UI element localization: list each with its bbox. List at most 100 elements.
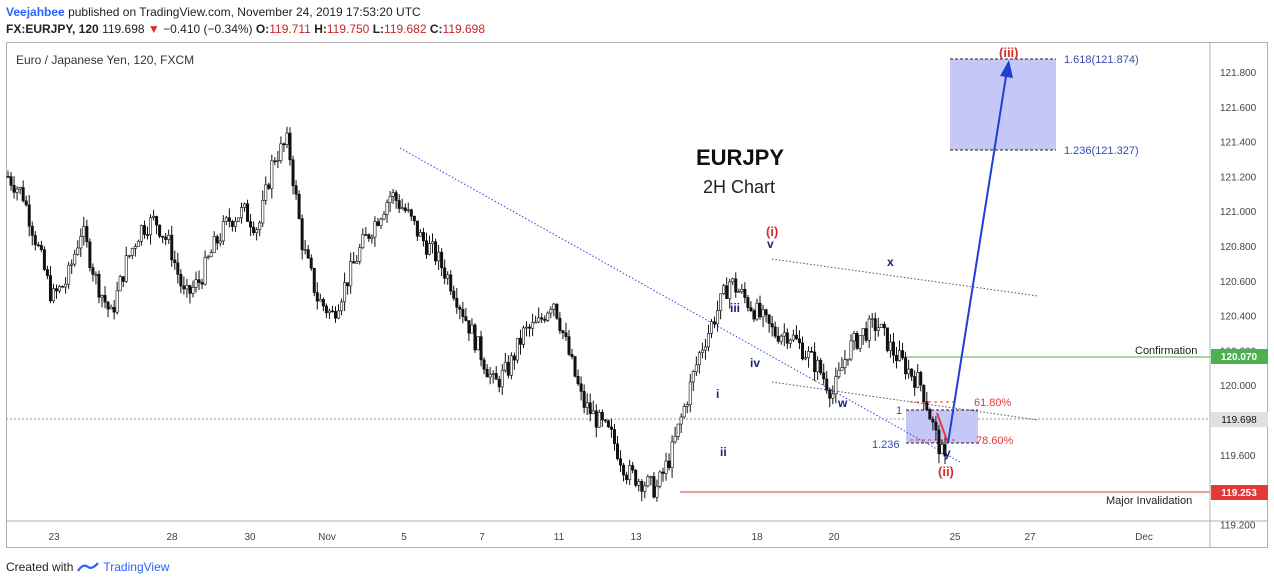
candle-body — [352, 261, 356, 264]
tradingview-brand[interactable]: TradingView — [103, 560, 170, 574]
candle-body — [176, 262, 180, 275]
candle-body — [124, 255, 128, 282]
candle-body — [919, 372, 923, 386]
candle-body — [97, 273, 101, 298]
candle-body — [412, 215, 416, 222]
candle-body — [594, 410, 598, 428]
major-invalidation-label: Major Invalidation — [1106, 495, 1192, 507]
candle-body — [694, 364, 698, 372]
candle-body — [333, 311, 337, 319]
candle-body — [91, 267, 95, 275]
wave-iii-label: iii — [730, 301, 740, 315]
candle-body — [24, 200, 28, 206]
candle-body — [843, 359, 847, 368]
time-tick-label: 20 — [828, 532, 840, 543]
candle-body — [816, 359, 820, 373]
candle-body — [731, 278, 735, 283]
candle-body — [288, 132, 292, 161]
invalidation-badge-text: 119.253 — [1221, 488, 1257, 499]
triangle-upper-line — [771, 258, 1039, 297]
candle-body — [115, 290, 119, 313]
price-tick-label: 120.400 — [1220, 312, 1257, 323]
candle-body — [343, 282, 347, 303]
candle-body — [706, 333, 710, 348]
candle-body — [522, 327, 526, 345]
candle-body — [15, 188, 19, 193]
candle-body — [437, 251, 441, 262]
candle-body — [273, 160, 277, 163]
candle-body — [94, 273, 98, 276]
candle-body — [546, 312, 550, 321]
candle-body — [246, 203, 250, 222]
author-link[interactable]: Veejahbee — [6, 5, 65, 19]
close-value: 119.698 — [442, 22, 486, 36]
candle-body — [597, 411, 601, 428]
candle-body — [810, 351, 814, 353]
candle-body — [139, 225, 143, 242]
candle-body — [243, 203, 247, 208]
candle-body — [182, 285, 186, 290]
candle-body — [518, 337, 522, 345]
candle-body — [591, 410, 595, 415]
candle-body — [267, 184, 271, 189]
triangle-lower-line — [771, 381, 1039, 421]
candle-body — [112, 306, 116, 313]
candle-body — [488, 374, 492, 378]
wave-v-label: v — [767, 237, 774, 251]
time-tick-label: 27 — [1024, 532, 1036, 543]
time-axis[interactable]: 23 28 30 Nov 5 7 11 13 18 20 25 27 Dec — [48, 532, 1152, 543]
candle-body — [588, 402, 592, 415]
chart-frame[interactable] — [6, 42, 1268, 548]
candle-body — [340, 301, 344, 312]
price-tick-label: 120.800 — [1220, 242, 1257, 253]
candle-body — [764, 309, 768, 316]
candle-body — [558, 317, 562, 331]
candle-body — [346, 282, 350, 287]
candle-body — [537, 317, 541, 323]
last-price: 119.698 — [102, 22, 145, 36]
candle-body — [943, 444, 947, 457]
candle-body — [18, 187, 22, 190]
candle-body — [494, 373, 498, 380]
candle-body — [173, 259, 177, 264]
candle-body — [385, 202, 389, 215]
candle-body — [837, 369, 841, 377]
candle-body — [161, 235, 165, 238]
candle-body — [330, 310, 334, 313]
candle-body — [931, 418, 935, 423]
fib-1618-label: 1.618(121.874) — [1064, 54, 1139, 66]
price-axis[interactable]: 121.800 121.600 121.400 121.200 121.000 120.8… — [1220, 68, 1257, 531]
candle-body — [215, 236, 219, 244]
price-change: −0.410 (−0.34%) — [163, 22, 253, 36]
candle-body — [261, 200, 265, 224]
candle-body — [691, 371, 695, 383]
candle-body — [27, 204, 31, 227]
candle-body — [858, 335, 862, 349]
candle-body — [570, 354, 574, 357]
candle-body — [670, 441, 674, 469]
candle-body — [585, 402, 589, 408]
invalidation-badge — [1211, 485, 1268, 500]
candle-body — [497, 379, 501, 388]
candle-body — [179, 274, 183, 287]
candle-body — [940, 444, 944, 455]
candle-body — [603, 419, 607, 422]
time-tick-label: Nov — [318, 532, 336, 543]
candle-body — [885, 327, 889, 351]
current-price-badge-text: 119.698 — [1221, 415, 1257, 426]
candle-body — [564, 332, 568, 337]
wave-ii-label: ii — [720, 445, 727, 459]
candle-body — [400, 207, 404, 210]
candle-body — [418, 232, 422, 237]
tradingview-logo-icon — [77, 562, 100, 572]
fib-786-label: 78.60% — [976, 435, 1014, 447]
candle-body — [879, 323, 883, 328]
candle-body — [294, 185, 298, 195]
candle-body — [109, 306, 113, 310]
candle-body — [612, 429, 616, 445]
chart-subtitle: 2H Chart — [703, 177, 775, 197]
candle-body — [55, 288, 59, 292]
candle-body — [191, 287, 195, 294]
candle-body — [106, 301, 110, 310]
